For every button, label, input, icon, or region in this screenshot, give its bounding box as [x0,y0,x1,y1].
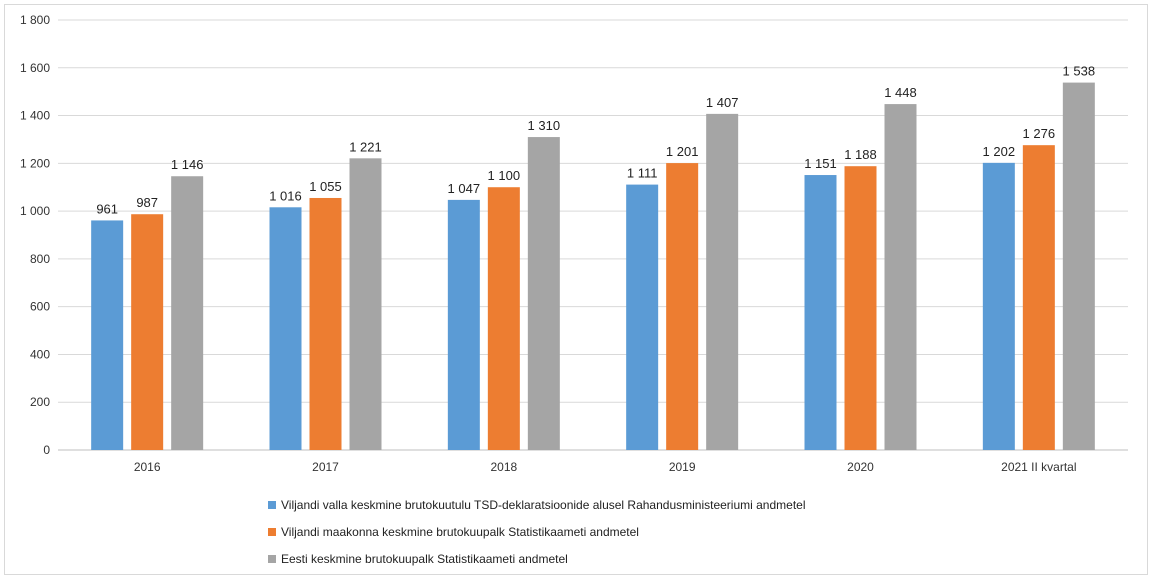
legend-item-3: Eesti keskmine brutokuupalk Statistikaam… [268,549,806,569]
bar [91,220,124,450]
y-tick-label: 800 [30,252,50,266]
data-label: 1 448 [884,85,917,100]
data-label: 1 407 [706,95,739,110]
bar [1022,145,1055,450]
data-label: 1 151 [804,156,837,171]
legend-swatch-3 [268,555,276,563]
bar [884,104,917,450]
data-label: 987 [136,195,158,210]
bar [349,158,382,451]
data-label: 1 111 [627,166,658,181]
x-tick-label: 2016 [134,460,161,474]
bar [131,214,164,450]
data-label: 1 100 [488,168,521,183]
data-label: 1 276 [1023,126,1056,141]
y-tick-label: 1 400 [20,109,50,123]
legend-swatch-1 [268,501,276,509]
data-label: 1 221 [349,139,382,154]
data-label: 1 055 [309,179,342,194]
y-tick-label: 600 [30,300,50,314]
x-tick-label: 2017 [312,460,339,474]
legend: Viljandi valla keskmine brutokuutulu TSD… [268,495,806,576]
y-tick-label: 1 800 [20,13,50,27]
bar [487,187,520,450]
y-tick-label: 200 [30,395,50,409]
bar [309,197,342,450]
bar [171,176,204,450]
bar [626,184,659,450]
bar [269,207,302,450]
bar [447,199,480,450]
x-tick-label: 2018 [490,460,517,474]
data-label: 1 201 [666,144,699,159]
data-label: 1 047 [448,181,481,196]
legend-swatch-2 [268,528,276,536]
data-label: 1 310 [528,118,561,133]
bar [982,162,1015,450]
y-tick-label: 1 600 [20,61,50,75]
bar [844,166,877,450]
data-label: 1 188 [844,147,877,162]
data-label: 1 146 [171,157,204,172]
bar [804,175,837,451]
data-label: 1 202 [983,144,1016,159]
x-tick-label: 2020 [847,460,874,474]
bar [706,113,739,450]
bar [1062,82,1095,450]
legend-label-3: Eesti keskmine brutokuupalk Statistikaam… [281,552,568,566]
bar [666,163,699,450]
y-tick-label: 0 [43,443,50,457]
bar [527,137,560,451]
y-tick-label: 1 000 [20,204,50,218]
y-tick-label: 400 [30,347,50,361]
y-tick-label: 1 200 [20,156,50,170]
data-label: 1 016 [269,188,302,203]
legend-label-1: Viljandi valla keskmine brutokuutulu TSD… [281,498,806,512]
legend-item-1: Viljandi valla keskmine brutokuutulu TSD… [268,495,806,515]
x-tick-label: 2019 [669,460,696,474]
legend-item-2: Viljandi maakonna keskmine brutokuupalk … [268,522,806,542]
x-tick-label: 2021 II kvartal [1001,460,1076,474]
data-label: 1 538 [1063,64,1096,79]
legend-label-2: Viljandi maakonna keskmine brutokuupalk … [281,525,639,539]
data-label: 961 [96,201,118,216]
